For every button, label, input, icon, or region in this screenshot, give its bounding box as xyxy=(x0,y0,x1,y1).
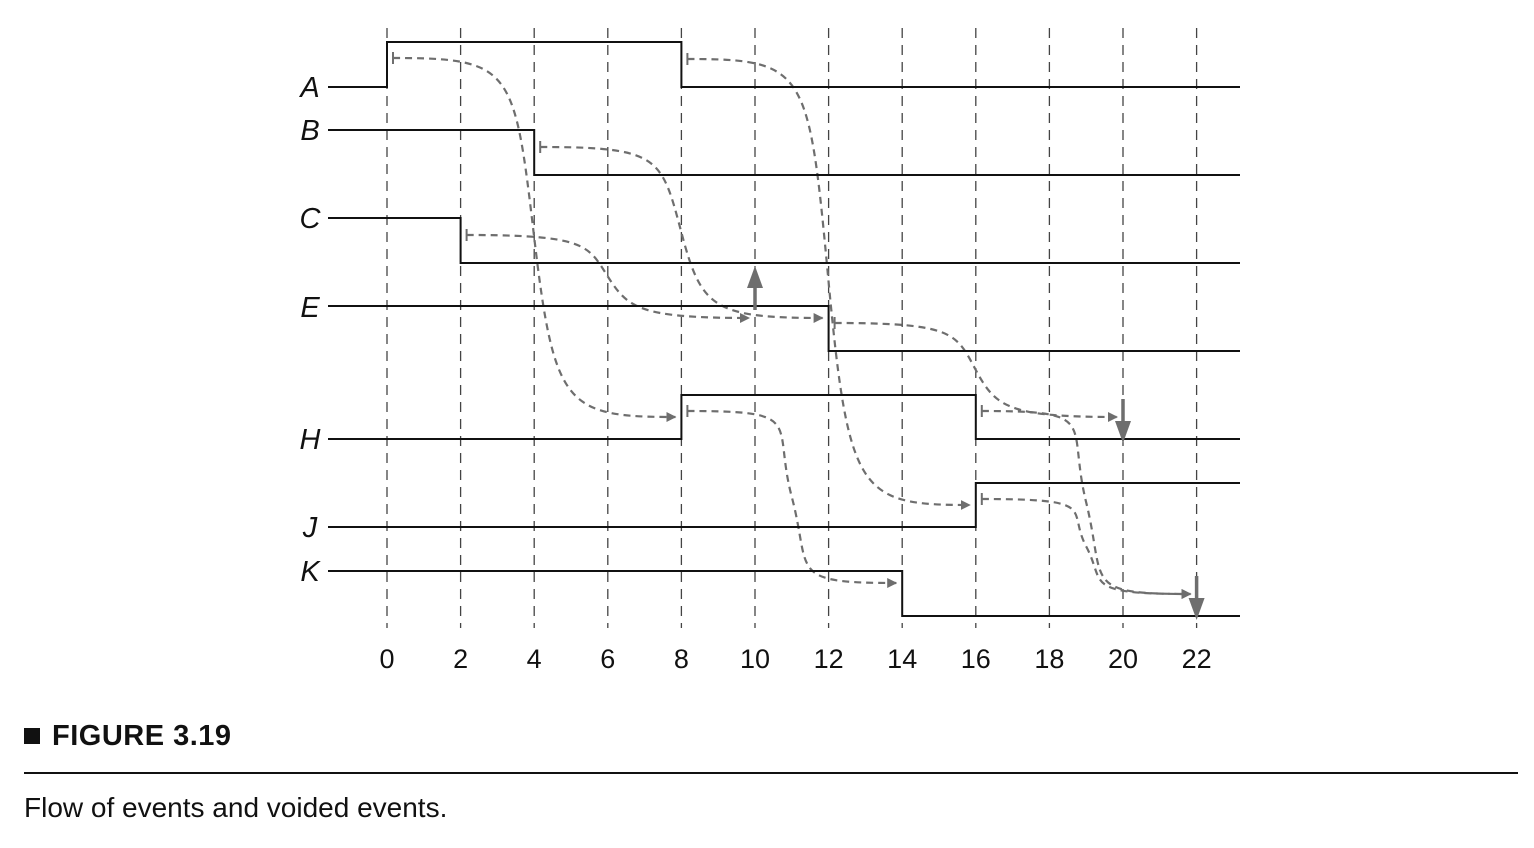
signal-label-J: J xyxy=(302,512,318,544)
time-tick-label-18: 18 xyxy=(1034,644,1064,674)
time-tick-label-4: 4 xyxy=(527,644,542,674)
event-flow-arrow-H8-K14 xyxy=(687,409,898,588)
time-tick-label-14: 14 xyxy=(887,644,917,674)
signal-label-C: C xyxy=(300,203,322,235)
event-flow-arrows xyxy=(392,52,1192,599)
time-tick-label-0: 0 xyxy=(379,644,394,674)
caption-divider xyxy=(24,772,1518,774)
voided-event-markers xyxy=(747,266,1205,620)
signal-label-H: H xyxy=(300,424,321,456)
time-tick-label-2: 2 xyxy=(453,644,468,674)
signal-waveforms xyxy=(328,41,1240,617)
time-tick-label-16: 16 xyxy=(961,644,991,674)
figure-caption-block: FIGURE 3.19 Flow of events and voided ev… xyxy=(24,714,1518,824)
time-tick-label-10: 10 xyxy=(740,644,770,674)
event-flow-arrow-E12-H20 xyxy=(834,321,1118,422)
waveform-C xyxy=(328,217,1240,264)
waveform-J xyxy=(328,482,1240,528)
square-bullet-icon xyxy=(24,728,40,744)
signal-label-E: E xyxy=(300,292,320,324)
time-tick-label-12: 12 xyxy=(814,644,844,674)
signal-label-A: A xyxy=(298,72,319,104)
time-tick-label-22: 22 xyxy=(1182,644,1212,674)
event-flow-arrow-H16-K22 xyxy=(981,409,1192,599)
time-tick-label-20: 20 xyxy=(1108,644,1138,674)
event-flow-arrow-A8-J16 xyxy=(687,57,971,510)
time-gridlines xyxy=(386,28,1198,628)
figure-caption: Flow of events and voided events. xyxy=(24,792,448,823)
waveform-A xyxy=(328,41,1240,88)
time-tick-label-8: 8 xyxy=(674,644,689,674)
signal-label-K: K xyxy=(300,556,321,588)
event-flow-arrow-C2-E10 xyxy=(466,233,750,323)
figure-title: FIGURE 3.19 xyxy=(52,719,232,752)
figure-title-row: FIGURE 3.19 xyxy=(24,714,1518,758)
voided-event-arrowhead-E10 xyxy=(747,266,763,288)
event-flow-arrow-J16-K22 xyxy=(981,497,1192,599)
waveform-K xyxy=(328,570,1240,617)
waveform-B xyxy=(328,129,1240,176)
voided-event-arrowhead-K22 xyxy=(1188,598,1205,620)
signal-labels: AB C E H JK xyxy=(298,72,321,588)
voided-event-arrowhead-H20 xyxy=(1115,421,1131,443)
event-flow-timing-diagram: AB C E H JK 0 2 4 6 8 10 12 14 16 18 20 22 xyxy=(298,28,1240,674)
time-axis-labels: 0 2 4 6 8 10 12 14 16 18 20 22 xyxy=(379,644,1211,674)
waveform-E xyxy=(328,305,1240,352)
time-tick-label-6: 6 xyxy=(600,644,615,674)
signal-label-B: B xyxy=(300,115,319,147)
waveform-H xyxy=(328,394,1240,440)
